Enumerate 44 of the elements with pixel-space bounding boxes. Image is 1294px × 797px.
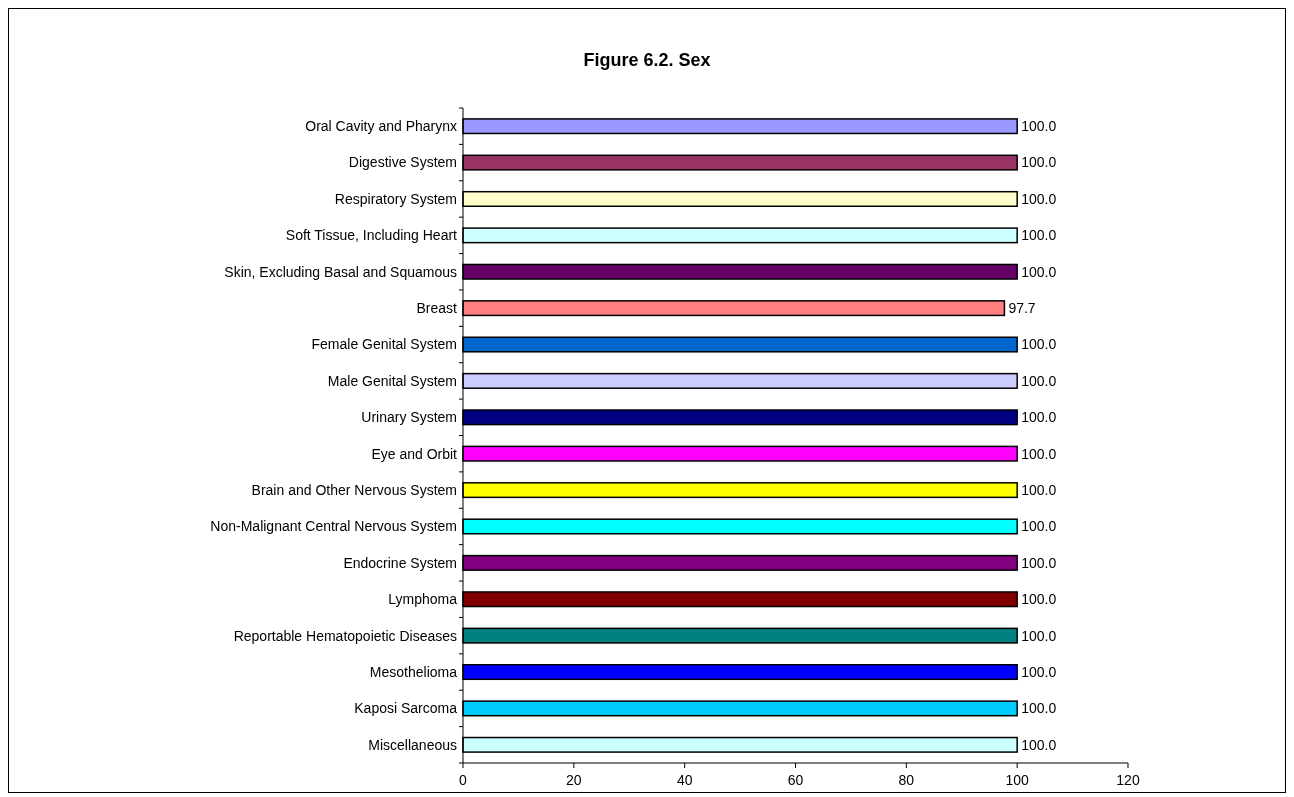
y-tick-label: Eye and Orbit xyxy=(371,445,458,462)
data-label: 100.0 xyxy=(1021,591,1057,608)
y-tick-label: Miscellaneous xyxy=(368,736,457,753)
x-tick-label: 40 xyxy=(676,772,693,788)
x-tick-label: 80 xyxy=(898,772,915,788)
y-tick-label: Female Genital System xyxy=(311,336,457,353)
x-tick-label: 100 xyxy=(1005,772,1030,788)
data-label: 97.7 xyxy=(1008,300,1036,317)
data-label: 100.0 xyxy=(1021,627,1057,644)
data-label: 100.0 xyxy=(1021,336,1057,353)
y-tick-label: Male Genital System xyxy=(327,372,457,389)
data-label: 100.0 xyxy=(1021,518,1057,535)
data-label: 100.0 xyxy=(1021,445,1057,462)
y-tick-label: Mesothelioma xyxy=(369,663,458,680)
y-tick-label: Breast xyxy=(416,300,458,317)
x-tick-label: 60 xyxy=(787,772,804,788)
data-label: 100.0 xyxy=(1021,481,1057,498)
data-label: 100.0 xyxy=(1021,736,1057,753)
y-tick-label: Lymphoma xyxy=(388,591,458,608)
y-tick-label: Brain and Other Nervous System xyxy=(251,481,457,498)
y-tick-label: Skin, Excluding Basal and Squamous xyxy=(224,263,457,280)
data-label: 100.0 xyxy=(1021,663,1057,680)
data-label: 100.0 xyxy=(1021,154,1057,171)
chart-title: Figure 6.2. Sex xyxy=(583,50,711,70)
data-label: 100.0 xyxy=(1021,372,1057,389)
data-label: 100.0 xyxy=(1021,700,1057,717)
data-label: 100.0 xyxy=(1021,227,1057,244)
data-label: 100.0 xyxy=(1021,118,1057,135)
x-tick-label: 20 xyxy=(566,772,582,788)
y-tick-label: Endocrine System xyxy=(343,554,457,571)
y-tick-label: Kaposi Sarcoma xyxy=(354,700,458,717)
y-tick-label: Reportable Hematopoietic Diseases xyxy=(233,627,457,644)
y-tick-label: Digestive System xyxy=(348,154,457,171)
y-tick-label: Non-Malignant Central Nervous System xyxy=(210,518,457,535)
y-tick-label: Urinary System xyxy=(361,409,457,426)
data-label: 100.0 xyxy=(1021,409,1057,426)
data-label: 100.0 xyxy=(1021,263,1057,280)
y-tick-label: Soft Tissue, Including Heart xyxy=(285,227,458,244)
data-label: 100.0 xyxy=(1021,554,1057,571)
x-tick-label: 0 xyxy=(459,772,468,788)
y-tick-label: Respiratory System xyxy=(334,190,457,207)
data-label: 100.0 xyxy=(1021,190,1057,207)
x-tick-label: 120 xyxy=(1116,772,1140,788)
y-tick-label: Oral Cavity and Pharynx xyxy=(305,118,457,135)
